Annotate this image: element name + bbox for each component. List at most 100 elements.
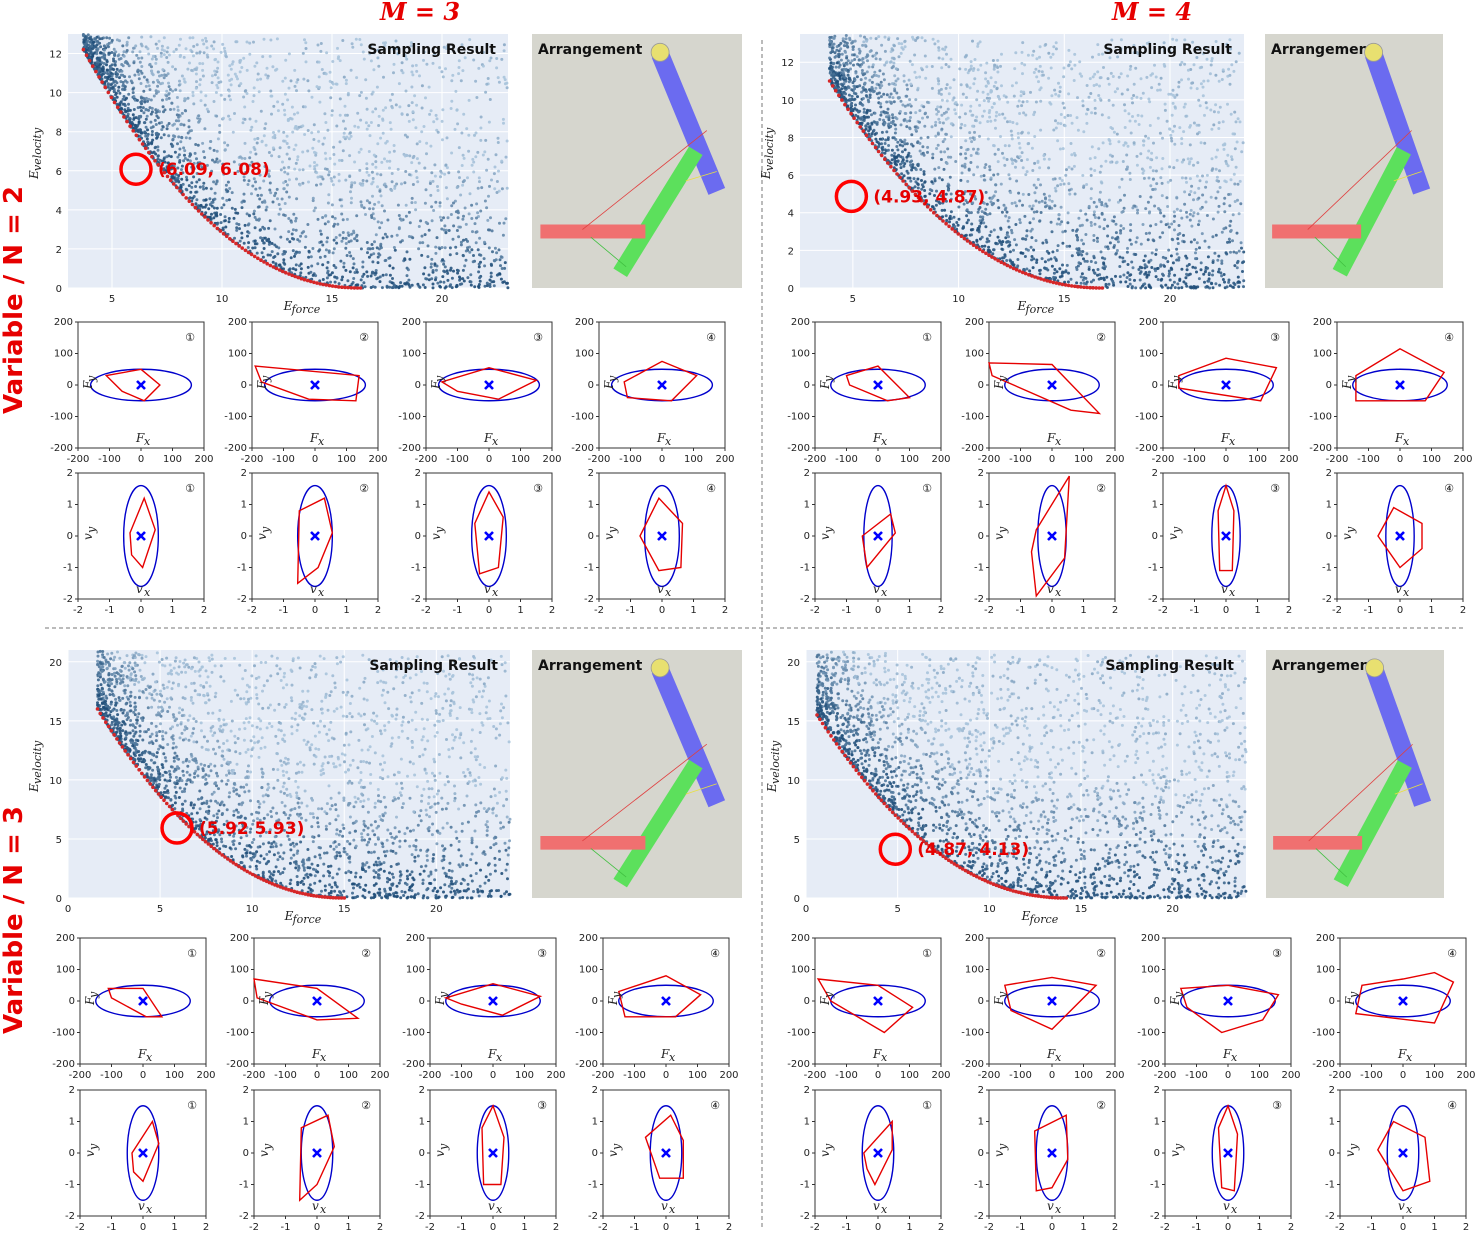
sample-point: [1170, 237, 1174, 241]
sample-point: [338, 59, 342, 63]
sample-point: [996, 160, 1000, 164]
x-axis-label: v: [136, 582, 143, 596]
sample-point: [1161, 136, 1164, 140]
sample-point: [1054, 47, 1058, 51]
sample-point: [460, 131, 464, 135]
y-tick-label: -2: [237, 594, 247, 605]
sample-point: [1044, 196, 1047, 200]
sample-point: [326, 220, 330, 224]
sample-point: [1057, 213, 1061, 217]
x-tick-label: 200: [368, 454, 387, 465]
sample-point: [952, 96, 956, 100]
sample-point: [367, 255, 371, 259]
sample-point: [377, 114, 381, 118]
y-tick-label: 1: [415, 500, 421, 511]
sample-point: [1072, 164, 1076, 168]
x-tick-label: 10: [216, 294, 229, 305]
sample-point: [926, 150, 929, 154]
sample-point: [1003, 254, 1007, 258]
sample-point: [1063, 115, 1067, 119]
sample-point: [253, 239, 257, 243]
sample-point: [896, 148, 900, 152]
sample-point: [277, 129, 281, 133]
sample-point: [288, 157, 291, 161]
sample-point: [931, 37, 935, 41]
sample-point: [155, 110, 159, 114]
sample-point: [501, 233, 505, 237]
sample-point: [262, 227, 266, 230]
sample-point: [1146, 238, 1150, 242]
sample-point: [263, 200, 267, 204]
sample-point: [1069, 114, 1073, 117]
panel-badge: ②: [359, 331, 369, 344]
sample-point: [371, 194, 374, 198]
sample-point: [242, 192, 246, 196]
sample-point: [325, 167, 329, 171]
sample-point: [332, 145, 336, 149]
sample-point: [204, 94, 208, 98]
y-tick-label: 6: [56, 167, 62, 178]
y-tick-label: -1: [584, 563, 594, 574]
sample-point: [1227, 278, 1231, 282]
sample-point: [1057, 94, 1061, 98]
sample-point: [242, 95, 246, 99]
sample-point: [215, 149, 219, 153]
sample-point: [209, 187, 213, 191]
sample-point: [294, 143, 298, 147]
sample-point: [878, 137, 882, 141]
sample-point: [940, 127, 944, 131]
sample-point: [459, 79, 463, 83]
sample-point: [910, 133, 914, 137]
pareto-point: [125, 119, 129, 124]
sample-point: [866, 59, 869, 63]
sample-point: [1030, 258, 1034, 262]
sample-point: [376, 261, 380, 265]
sample-point: [307, 180, 310, 184]
sample-point: [1000, 84, 1003, 88]
sample-point: [294, 219, 298, 223]
sample-point: [922, 172, 926, 176]
sample-point: [500, 159, 504, 163]
y-tick-label: 8: [56, 128, 62, 139]
sample-point: [302, 77, 306, 81]
sample-point: [1167, 269, 1171, 273]
sample-point: [332, 247, 336, 251]
y-tick-label: 100: [228, 349, 247, 360]
sample-point: [949, 122, 953, 126]
sample-point: [1095, 205, 1099, 209]
sample-point: [338, 198, 342, 202]
sample-point: [994, 80, 998, 84]
sample-point: [414, 208, 418, 212]
sample-point: [907, 78, 911, 82]
sample-point: [407, 210, 411, 214]
sample-point: [92, 45, 96, 49]
sample-point: [189, 190, 193, 194]
sample-point: [125, 49, 129, 52]
sample-point: [474, 79, 478, 83]
sample-point: [427, 85, 431, 89]
sample-point: [1175, 247, 1179, 251]
sample-point: [854, 92, 858, 96]
sample-point: [1058, 85, 1062, 89]
x-tick-label: -1: [626, 605, 636, 616]
sample-point: [903, 111, 907, 115]
sample-point: [286, 172, 290, 176]
sample-point: [1163, 264, 1166, 268]
sample-point: [359, 200, 363, 204]
sample-point: [959, 146, 963, 149]
sample-point: [350, 232, 354, 236]
sample-point: [442, 280, 446, 284]
sample-point: [966, 179, 970, 183]
sample-point: [1192, 121, 1196, 125]
sample-point: [317, 139, 321, 143]
sample-point: [486, 157, 490, 161]
y-tick-label: 0: [415, 380, 421, 391]
sample-point: [1135, 236, 1139, 240]
sample-point: [274, 262, 278, 266]
sample-point: [201, 185, 205, 188]
sample-point: [1036, 178, 1040, 181]
sample-point: [1112, 283, 1116, 287]
sample-point: [1058, 267, 1062, 271]
sample-point: [137, 56, 140, 60]
